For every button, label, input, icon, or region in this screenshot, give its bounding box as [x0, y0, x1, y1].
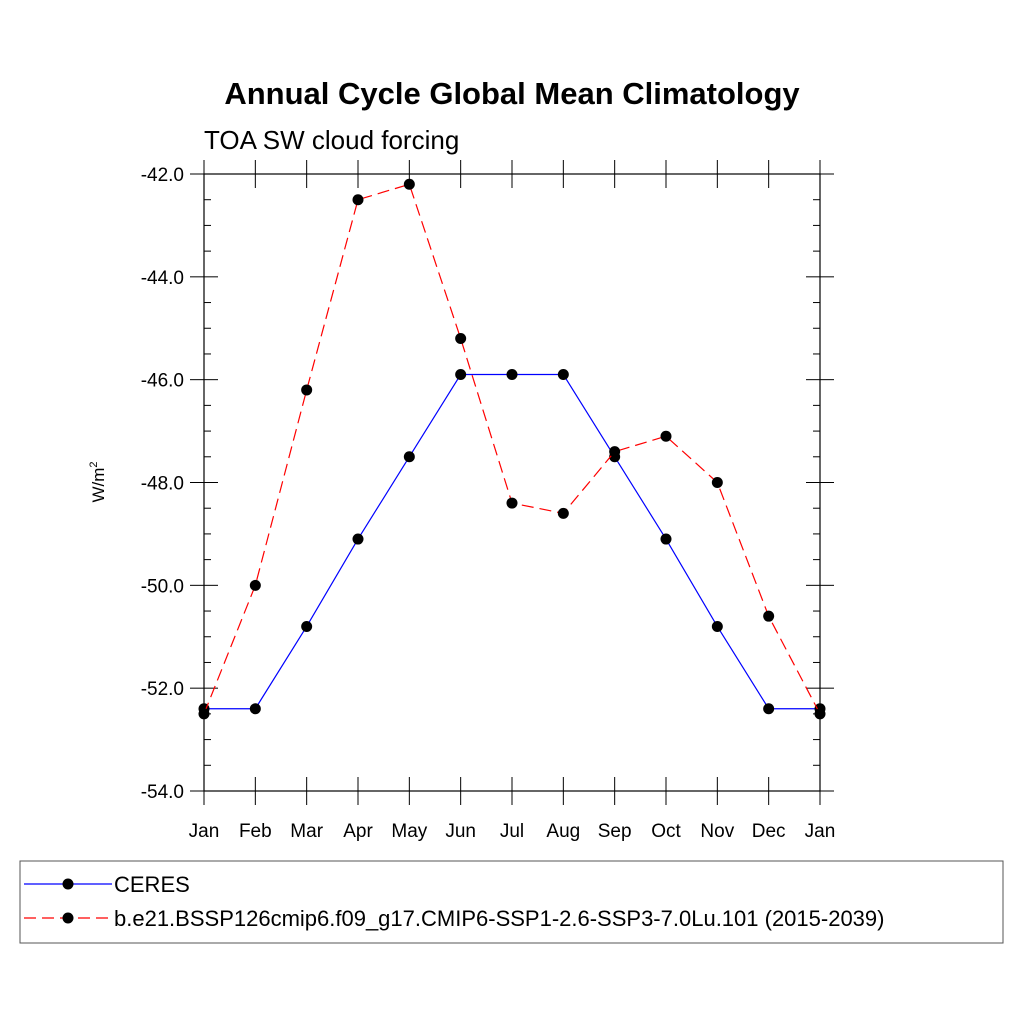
data-point	[249, 579, 261, 591]
data-point	[403, 451, 415, 463]
y-axis-label-text: W/m	[89, 468, 108, 503]
data-point	[352, 194, 364, 206]
data-point	[763, 610, 775, 622]
tick-labels: -54.0 -52.0 -50.0 -48.0 -46.0 -44.0 -42.0 Jan Fe…	[141, 165, 836, 842]
data-point	[557, 507, 569, 519]
x-tick-label: Jan	[189, 821, 220, 842]
x-tick-label: Feb	[239, 821, 272, 842]
x-tick-label: May	[391, 821, 427, 842]
data-point	[763, 703, 775, 715]
data-point	[506, 369, 518, 381]
svg-text:W/m2: W/m2	[88, 461, 108, 502]
data-point	[609, 446, 621, 458]
data-point	[711, 477, 723, 488]
x-tick-label: Dec	[752, 821, 786, 842]
series-line	[203, 183, 821, 715]
data-point	[506, 497, 518, 509]
chart-title: Annual Cycle Global Mean Climatology	[224, 76, 800, 111]
data-point	[557, 369, 569, 381]
data-point	[352, 533, 364, 545]
data-point	[301, 620, 313, 632]
legend-label: b.e21.BSSP126cmip6.f09_g17.CMIP6-SSP1-2.…	[114, 906, 884, 931]
y-tick-label: -42.0	[141, 165, 184, 186]
data-point	[660, 533, 672, 545]
legend-marker	[62, 912, 74, 924]
y-axis-label: W/m2	[88, 461, 108, 502]
plot-frame	[203, 173, 821, 792]
legend-entry: CERES	[24, 872, 190, 897]
y-tick-label: -48.0	[141, 474, 184, 495]
series-layer	[198, 178, 826, 720]
x-tick-label: Jul	[500, 821, 524, 842]
data-point	[301, 384, 313, 396]
y-tick-label: -54.0	[141, 782, 184, 803]
series-2	[198, 178, 826, 720]
x-tick-label: Sep	[598, 821, 632, 842]
legend-entry: b.e21.BSSP126cmip6.f09_g17.CMIP6-SSP1-2.…	[24, 906, 884, 931]
y-tick-label: -46.0	[141, 371, 184, 392]
axis-ticks	[190, 160, 834, 805]
legend-marker	[62, 878, 74, 890]
series-line	[204, 373, 820, 710]
data-point	[403, 178, 415, 190]
data-point	[660, 430, 672, 442]
y-tick-label: -52.0	[141, 679, 184, 700]
legend: CERES b.e21.BSSP126cmip6.f09_g17.CMIP6-SS…	[19, 860, 1004, 944]
y-axis-label-superscript: 2	[88, 461, 100, 467]
legend-label: CERES	[114, 872, 190, 897]
x-tick-label: Mar	[290, 821, 323, 842]
x-tick-label: Jan	[805, 821, 836, 842]
x-tick-label: Apr	[343, 821, 373, 842]
x-tick-label: Aug	[546, 821, 580, 842]
x-tick-label: Jun	[445, 821, 476, 842]
legend-entries: CERES b.e21.BSSP126cmip6.f09_g17.CMIP6-SS…	[24, 872, 884, 931]
x-tick-label: Nov	[700, 821, 734, 842]
y-tick-label: -50.0	[141, 576, 184, 597]
data-point	[711, 620, 723, 632]
legend-box	[19, 860, 1004, 944]
series-1	[198, 369, 826, 715]
data-point	[455, 333, 467, 345]
chart-subtitle: TOA SW cloud forcing	[204, 125, 459, 155]
data-point	[249, 703, 261, 715]
x-tick-label: Oct	[651, 821, 681, 842]
data-point	[455, 369, 467, 381]
y-tick-label: -44.0	[141, 268, 184, 289]
